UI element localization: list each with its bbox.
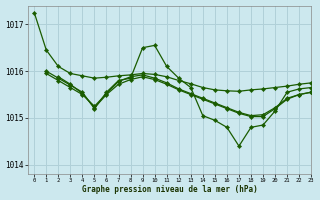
X-axis label: Graphe pression niveau de la mer (hPa): Graphe pression niveau de la mer (hPa) — [82, 185, 258, 194]
